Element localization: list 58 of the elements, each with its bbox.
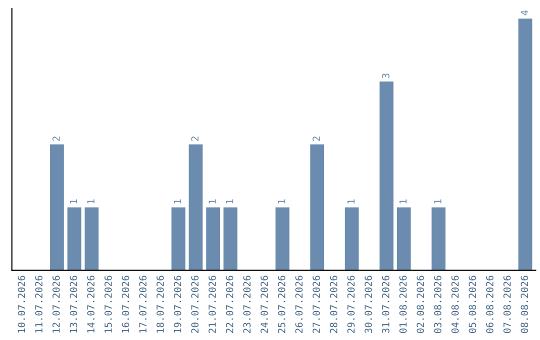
x-tick-label: 28.07.2026: [330, 276, 338, 333]
x-tick-label: 31.07.2026: [382, 276, 390, 334]
x-tick-label: 22.07.2026: [226, 276, 234, 333]
x-tick-label: 12.07.2026: [52, 276, 60, 333]
x-tick-label: 18.07.2026: [156, 276, 164, 333]
x-tick-label: 19.07.2026: [174, 276, 182, 333]
data-label: 1: [399, 199, 407, 204]
x-tick-label: 24.07.2026: [260, 276, 268, 333]
data-label: 1: [278, 199, 286, 204]
data-label: 1: [226, 199, 234, 204]
bar: [310, 144, 324, 270]
data-label: 1: [208, 199, 216, 204]
data-label: 1: [434, 199, 442, 204]
x-tick-label: 23.07.2026: [243, 276, 251, 333]
x-tick-label: 15.07.2026: [104, 276, 112, 333]
data-label: 4: [520, 10, 528, 16]
bar: [67, 207, 82, 270]
x-tick-label: 04.08.2026: [451, 276, 459, 334]
data-label: 2: [191, 136, 198, 141]
x-tick-label: 07.08.2026: [503, 276, 511, 334]
bar: [206, 207, 220, 270]
x-tick-label: 21.07.2026: [208, 276, 216, 333]
data-label: 2: [312, 136, 320, 141]
x-tick-label: 27.07.2026: [312, 276, 320, 333]
bar: [171, 207, 186, 270]
bar: [188, 144, 203, 270]
x-tick-label: 11.07.2026: [35, 276, 42, 333]
bar: [223, 207, 238, 270]
data-label: 1: [87, 199, 94, 204]
x-tick-label: 13.07.2026: [70, 276, 78, 333]
data-label: 2: [52, 136, 60, 141]
bar: [396, 207, 411, 270]
x-tick-label: 16.07.2026: [122, 276, 130, 333]
data-label: 1: [347, 199, 355, 204]
x-tick-label: 30.07.2026: [364, 276, 372, 334]
bar: [50, 144, 64, 270]
x-tick-label: 06.08.2026: [486, 276, 494, 334]
x-tick-label: 10.07.2026: [18, 276, 26, 333]
bar: [432, 207, 446, 270]
data-label: 1: [174, 199, 182, 204]
x-tick-label: 26.07.2026: [295, 276, 303, 333]
x-tick-label: 05.08.2026: [468, 276, 476, 334]
x-tick-label: 20.07.2026: [191, 276, 199, 333]
bar: [380, 82, 394, 270]
bar: [344, 207, 359, 270]
x-tick-label: 03.08.2026: [434, 276, 442, 334]
bar: [276, 207, 290, 270]
data-label: 3: [382, 74, 390, 78]
x-tick-label: 14.07.2026: [87, 276, 95, 333]
bar: [518, 18, 532, 270]
bar: [84, 207, 99, 270]
x-tick-label: 17.07.2026: [139, 276, 147, 333]
x-tick-label: 08.08.2026: [520, 276, 528, 334]
x-tick-label: 01.08.2026: [399, 276, 407, 334]
x-tick-label: 29.07.2026: [347, 276, 355, 333]
x-tick-label: 25.07.2026: [278, 276, 286, 333]
data-label: 1: [70, 199, 78, 204]
x-tick-label: 02.08.2026: [416, 276, 424, 334]
